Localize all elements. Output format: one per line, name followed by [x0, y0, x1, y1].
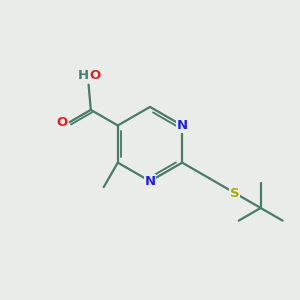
Text: S: S — [230, 187, 240, 200]
Text: N: N — [144, 175, 156, 188]
Text: N: N — [177, 119, 188, 132]
Text: O: O — [89, 69, 100, 82]
Text: O: O — [56, 116, 67, 129]
Text: H: H — [77, 69, 88, 82]
